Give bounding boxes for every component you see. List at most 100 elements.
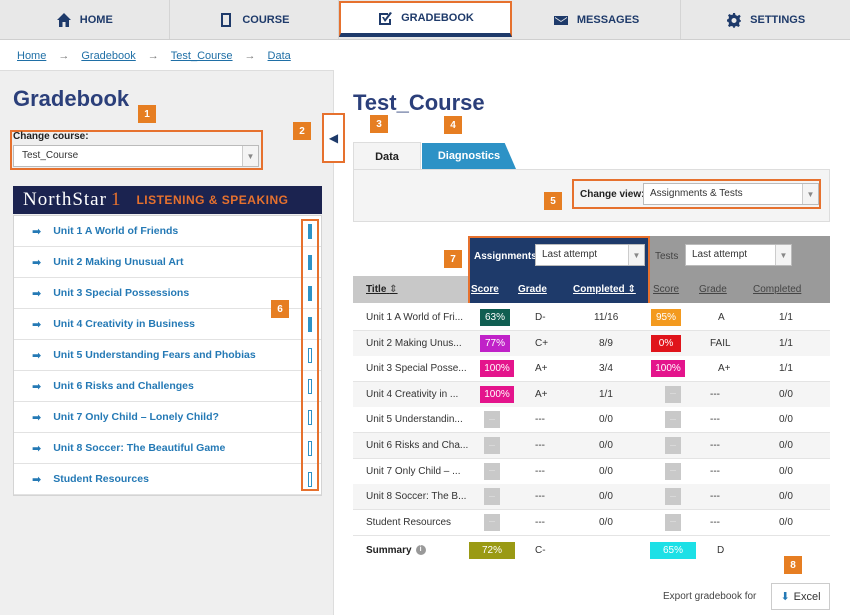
unit-label: Unit 2 Making Unusual Art xyxy=(53,256,184,268)
top-nav: HOME COURSE GRADEBOOK MESSAGES SETTINGS xyxy=(0,0,850,40)
row-title[interactable]: Unit 1 A World of Fri... xyxy=(366,312,464,323)
row-title[interactable]: Unit 8 Soccer: The B... xyxy=(366,491,467,503)
table-row: Unit 1 A World of Fri... 63% D- 11/16 95% A 1/… xyxy=(353,305,830,331)
row-assignment-score: 63% xyxy=(480,305,510,330)
tab-course-label: COURSE xyxy=(242,13,290,26)
row-test-grade: A+ xyxy=(718,363,731,375)
tab-messages[interactable]: MESSAGES xyxy=(512,0,682,39)
tab-gradebook[interactable]: GRADEBOOK xyxy=(339,1,512,37)
row-test-grade: --- xyxy=(710,388,720,400)
table-row: Unit 2 Making Unus... 77% C+ 8/9 0% FAIL 1/1 xyxy=(353,330,830,357)
unit-item[interactable]: ➡ Unit 3 Special Possessions xyxy=(14,278,321,309)
row-assignment-completed: 1/1 xyxy=(599,388,613,400)
summary-assignment-grade: C- xyxy=(535,544,546,556)
row-title[interactable]: Unit 6 Risks and Cha... xyxy=(366,440,469,451)
tab-settings[interactable]: SETTINGS xyxy=(681,0,850,39)
change-course-highlight xyxy=(10,130,263,170)
row-assignment-score: 100% xyxy=(480,356,514,381)
gear-icon xyxy=(727,12,742,28)
export-excel-button[interactable]: ⬇ Excel xyxy=(771,583,830,610)
unit-item[interactable]: ➡ Unit 1 A World of Friends xyxy=(14,216,321,247)
progress-indicator xyxy=(308,441,312,456)
row-assignment-completed: 0/0 xyxy=(599,414,613,426)
row-title[interactable]: Unit 3 Special Posse... xyxy=(366,363,467,375)
marker-6: 6 xyxy=(271,300,289,318)
unit-item[interactable]: ➡ Unit 8 Soccer: The Beautiful Game xyxy=(14,433,321,464)
row-test-score: --- xyxy=(665,433,681,458)
chevron-down-icon[interactable]: ▼ xyxy=(628,245,644,265)
chevron-down-icon[interactable]: ▼ xyxy=(775,245,791,265)
arrow-right-icon: ➡ xyxy=(32,349,42,362)
arrow-right-icon: ➡ xyxy=(32,256,42,269)
row-test-completed: 0/0 xyxy=(779,516,793,528)
breadcrumb-course[interactable]: Test_Course xyxy=(170,50,233,62)
summary-row: Summary i 72% C- 65% D xyxy=(353,536,830,564)
column-test-grade[interactable]: Grade xyxy=(699,284,727,295)
row-assignment-score: --- xyxy=(484,510,500,535)
arrow-right-icon: ➡ xyxy=(32,380,42,393)
unit-item[interactable]: ➡ Unit 2 Making Unusual Art xyxy=(14,247,321,278)
row-assignment-completed: 11/16 xyxy=(594,312,619,323)
row-assignment-completed: 8/9 xyxy=(599,337,613,349)
unit-item[interactable]: ➡ Student Resources xyxy=(14,464,321,495)
row-title[interactable]: Unit 5 Understandin... xyxy=(366,414,463,426)
column-test-completed[interactable]: Completed xyxy=(753,284,802,295)
collapse-sidebar-button[interactable]: ◀ xyxy=(322,113,345,163)
column-title[interactable]: Title ⇕ xyxy=(366,284,398,295)
row-test-completed: 1/1 xyxy=(779,312,793,323)
tab-home[interactable]: HOME xyxy=(0,0,170,39)
breadcrumb-separator: → xyxy=(58,50,70,62)
table-row: Unit 8 Soccer: The B... --- --- 0/0 --- --- 0/… xyxy=(353,484,830,511)
unit-item[interactable]: ➡ Unit 4 Creativity in Business xyxy=(14,309,321,340)
change-view-select[interactable]: Assignments & Tests ▼ xyxy=(643,183,819,205)
chevron-down-icon[interactable]: ▼ xyxy=(802,184,818,204)
breadcrumb-data[interactable]: Data xyxy=(267,50,291,62)
row-title[interactable]: Unit 4 Creativity in ... xyxy=(366,388,459,400)
unit-item[interactable]: ➡ Unit 7 Only Child – Lonely Child? xyxy=(14,402,321,433)
page-title: Gradebook xyxy=(13,86,130,111)
row-assignment-score: 77% xyxy=(480,331,510,356)
info-icon[interactable]: i xyxy=(415,545,426,555)
marker-1: 1 xyxy=(138,105,156,123)
row-assignment-grade: --- xyxy=(535,516,545,528)
tests-attempt-select[interactable]: Last attempt ▼ xyxy=(685,244,792,266)
row-test-grade: --- xyxy=(710,440,720,451)
breadcrumb-gradebook[interactable]: Gradebook xyxy=(81,50,136,62)
unit-label: Unit 7 Only Child – Lonely Child? xyxy=(53,411,219,423)
column-assignment-grade[interactable]: Grade xyxy=(518,284,547,295)
sort-icon: ⇕ xyxy=(389,284,398,295)
row-title[interactable]: Student Resources xyxy=(366,516,452,528)
unit-item[interactable]: ➡ Unit 5 Understanding Fears and Phobias xyxy=(14,340,321,371)
table-row: Student Resources --- --- 0/0 --- --- 0/0 xyxy=(353,509,830,536)
row-assignment-grade: D- xyxy=(535,312,546,323)
row-test-score: 95% xyxy=(651,305,681,330)
book-icon xyxy=(221,12,232,27)
tab-data[interactable]: Data xyxy=(353,142,421,170)
progress-indicator xyxy=(308,348,312,363)
checkbox-icon xyxy=(379,12,393,25)
row-assignment-score: 100% xyxy=(480,382,514,407)
column-test-score[interactable]: Score xyxy=(653,284,680,295)
column-assignment-score[interactable]: Score xyxy=(471,284,499,295)
row-assignment-completed: 0/0 xyxy=(599,491,613,503)
marker-4: 4 xyxy=(444,116,462,134)
row-test-grade: --- xyxy=(710,516,720,528)
envelope-icon xyxy=(553,15,568,25)
tab-course[interactable]: COURSE xyxy=(170,0,340,39)
row-test-score: 100% xyxy=(651,356,685,381)
row-title[interactable]: Unit 7 Only Child – ... xyxy=(366,465,461,477)
row-test-completed: 1/1 xyxy=(779,337,793,349)
unit-item[interactable]: ➡ Unit 6 Risks and Challenges xyxy=(14,371,321,402)
export-label: Export gradebook for xyxy=(663,591,757,602)
tab-diagnostics[interactable]: Diagnostics xyxy=(422,143,516,169)
column-assignment-completed[interactable]: Completed ⇕ xyxy=(573,284,636,295)
arrow-right-icon: ➡ xyxy=(32,318,42,331)
course-select[interactable]: Test_Course ▼ xyxy=(13,145,259,167)
breadcrumb-home[interactable]: Home xyxy=(17,50,47,62)
excel-label: Excel xyxy=(793,590,821,603)
row-assignment-completed: 0/0 xyxy=(599,465,613,477)
row-title[interactable]: Unit 2 Making Unus... xyxy=(366,337,462,349)
banner-subtitle: LISTENING & SPEAKING xyxy=(136,193,289,207)
assignments-attempt-select[interactable]: Last attempt ▼ xyxy=(535,244,645,266)
chevron-down-icon[interactable]: ▼ xyxy=(242,146,258,166)
